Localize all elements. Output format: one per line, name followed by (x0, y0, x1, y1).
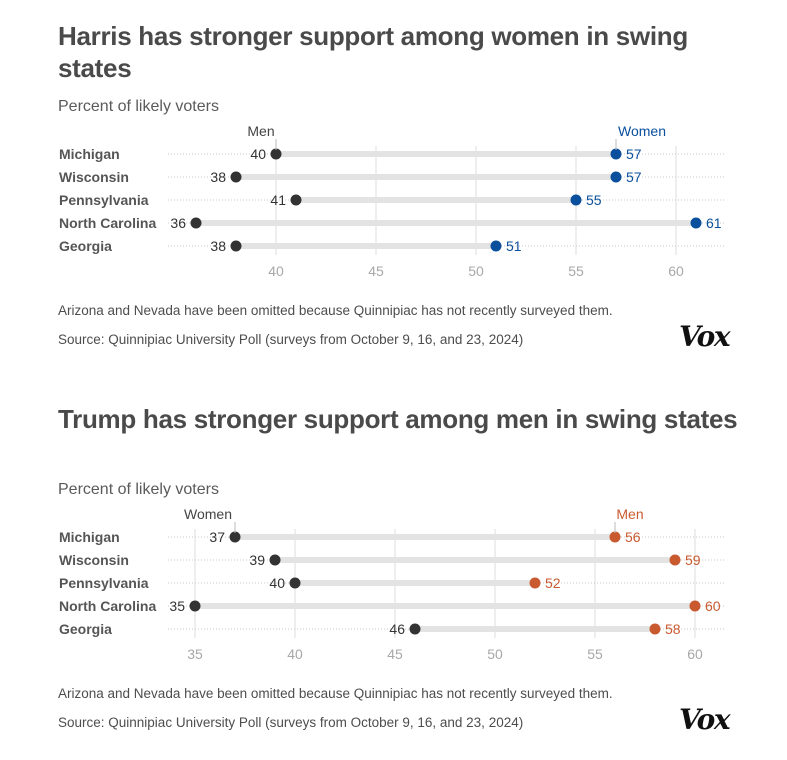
row-label: Georgia (59, 238, 112, 254)
chart-subtitle: Percent of likely voters (58, 98, 219, 115)
x-tick-label: 45 (387, 646, 403, 662)
value-label-men: 41 (270, 192, 286, 208)
chart-source: Source: Quinnipiac University Poll (surv… (58, 332, 524, 347)
value-label-women: 51 (506, 238, 522, 254)
x-tick-label: 60 (668, 263, 684, 279)
dot-men (669, 554, 681, 566)
dot-women (289, 577, 301, 589)
row-label: Michigan (59, 146, 120, 162)
row-label: Wisconsin (59, 552, 129, 568)
row-label: Pennsylvania (59, 192, 149, 208)
dot-women (610, 171, 622, 183)
value-label-women: 37 (209, 529, 225, 545)
dot-women (269, 554, 281, 566)
x-tick-label: 45 (368, 263, 384, 279)
dot-women (610, 148, 622, 160)
row-label: Wisconsin (59, 169, 129, 185)
value-label-men: 59 (685, 552, 701, 568)
row-label: North Carolina (59, 215, 156, 231)
x-tick-label: 50 (468, 263, 484, 279)
vox-logo: Vox (679, 320, 731, 353)
value-label-men: 38 (210, 169, 226, 185)
value-label-men: 36 (170, 215, 186, 231)
dot-women (690, 217, 702, 229)
vox-logo: Vox (679, 703, 731, 736)
value-label-women: 61 (706, 215, 722, 231)
dot-men (230, 171, 242, 183)
row-label: Michigan (59, 529, 120, 545)
x-tick-label: 40 (268, 263, 284, 279)
value-label-women: 35 (169, 598, 185, 614)
dot-women (409, 623, 421, 635)
row-label: Pennsylvania (59, 575, 149, 591)
value-label-women: 40 (269, 575, 285, 591)
value-label-women: 46 (389, 621, 405, 637)
value-label-men: 60 (705, 598, 721, 614)
value-label-men: 52 (545, 575, 561, 591)
x-tick-label: 60 (687, 646, 703, 662)
chart-title: Harris has stronger support among women … (58, 21, 688, 83)
x-tick-label: 55 (587, 646, 603, 662)
dot-men (689, 600, 701, 612)
dot-men (230, 240, 242, 252)
value-label-women: 39 (249, 552, 265, 568)
dumbbell-chart-trump: 35 40 45 50 55 60 Michigan 37 56 Wisconsin 39 59 Pen… (59, 506, 724, 662)
value-label-men: 58 (665, 621, 681, 637)
legend-men: Men (247, 123, 274, 139)
dot-women (490, 240, 502, 252)
dot-men (290, 194, 302, 206)
x-tick-label: 50 (487, 646, 503, 662)
dot-men (649, 623, 661, 635)
row-label: Georgia (59, 621, 112, 637)
value-label-men: 40 (250, 146, 266, 162)
legend-men: Men (616, 506, 643, 522)
value-label-women: 55 (586, 192, 602, 208)
chart-note: Arizona and Nevada have been omitted bec… (58, 303, 613, 318)
chart-subtitle: Percent of likely voters (58, 481, 219, 498)
dot-men (529, 577, 541, 589)
x-tick-label: 40 (287, 646, 303, 662)
x-tick-label: 55 (568, 263, 584, 279)
value-label-men: 56 (625, 529, 641, 545)
dot-men (190, 217, 202, 229)
value-label-women: 57 (626, 169, 642, 185)
dot-women (189, 600, 201, 612)
value-label-men: 38 (210, 238, 226, 254)
legend-women: Women (618, 123, 666, 139)
dot-men (270, 148, 282, 160)
x-tick-label: 35 (187, 646, 203, 662)
legend-women: Women (184, 506, 232, 522)
dot-men (609, 531, 621, 543)
chart-title: Trump has stronger support among men in … (58, 404, 738, 434)
dot-women (229, 531, 241, 543)
value-label-women: 57 (626, 146, 642, 162)
chart-note: Arizona and Nevada have been omitted bec… (58, 686, 613, 701)
dumbbell-chart-harris: 40 45 50 55 60 Michigan 40 57 Wisconsin 38 57 Penns… (59, 123, 724, 279)
chart-source: Source: Quinnipiac University Poll (surv… (58, 715, 524, 730)
row-label: North Carolina (59, 598, 156, 614)
dot-women (570, 194, 582, 206)
